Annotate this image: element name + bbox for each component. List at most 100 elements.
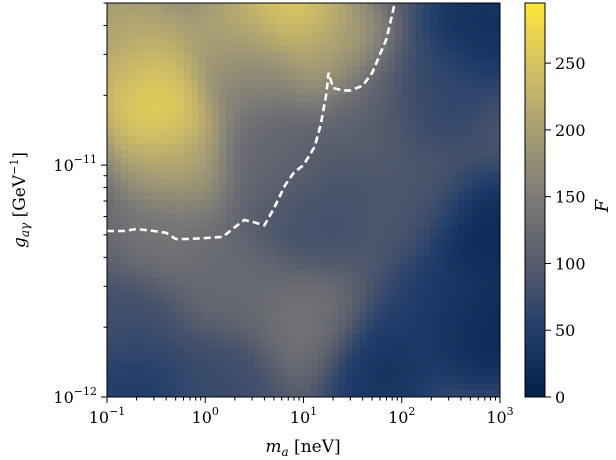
heatmap-cell: [457, 263, 466, 271]
heatmap-cell: [380, 228, 389, 236]
heatmap-cell: [156, 249, 164, 257]
heatmap-cell: [415, 45, 424, 53]
heatmap-cell: [415, 354, 424, 363]
heatmap-cell: [128, 171, 136, 180]
heatmap-cell: [156, 319, 164, 328]
heatmap-cell: [275, 389, 284, 397]
heatmap-cell: [240, 200, 248, 208]
heatmap-cell: [408, 249, 417, 257]
heatmap-cell: [107, 157, 115, 166]
heatmap-cell: [408, 87, 417, 96]
heatmap-cell: [121, 3, 129, 11]
heatmap-cell: [492, 38, 500, 46]
heatmap-cell: [184, 3, 192, 11]
heatmap-cell: [415, 382, 424, 391]
heatmap-cell: [450, 354, 459, 363]
heatmap-cell: [268, 228, 277, 236]
heatmap-cell: [289, 178, 298, 187]
heatmap-cell: [107, 368, 115, 377]
heatmap-cell: [485, 66, 494, 74]
heatmap-cell: [457, 347, 466, 356]
heatmap-cell: [296, 66, 305, 74]
heatmap-cell: [107, 52, 115, 60]
heatmap-cell: [338, 298, 347, 307]
heatmap-cell: [163, 73, 171, 81]
heatmap-cell: [338, 108, 347, 117]
heatmap-cell: [485, 143, 494, 152]
heatmap-cell: [114, 178, 122, 187]
heatmap-cell: [464, 277, 473, 286]
heatmap-cell: [296, 326, 305, 335]
heatmap-cell: [324, 263, 333, 271]
heatmap-cell: [212, 305, 220, 314]
heatmap-cell: [142, 129, 150, 138]
heatmap-cell: [282, 129, 291, 138]
heatmap-cell: [135, 52, 143, 60]
heatmap-cell: [156, 298, 164, 307]
heatmap-cell: [212, 200, 220, 208]
heatmap-cell: [121, 192, 129, 201]
heatmap-cell: [142, 249, 150, 257]
heatmap-cell: [240, 38, 248, 46]
heatmap-cell: [436, 143, 445, 152]
heatmap-cell: [345, 319, 354, 328]
heatmap-cell: [247, 319, 255, 328]
heatmap-cell: [275, 263, 284, 271]
heatmap-cell: [149, 94, 157, 103]
heatmap-cell: [492, 221, 500, 229]
heatmap-cell: [275, 235, 284, 243]
heatmap-cell: [114, 94, 122, 103]
heatmap-cell: [471, 277, 480, 286]
heatmap-cell: [184, 94, 192, 103]
heatmap-cell: [191, 354, 199, 363]
heatmap-cell: [317, 361, 326, 370]
heatmap-cell: [296, 242, 305, 250]
heatmap-cell: [212, 333, 220, 342]
heatmap-cell: [275, 24, 284, 32]
heatmap-cell: [254, 347, 262, 356]
heatmap-cell: [135, 200, 143, 208]
heatmap-cell: [170, 143, 178, 152]
heatmap-cell: [219, 214, 227, 222]
heatmap-cell: [282, 256, 291, 264]
heatmap-cell: [387, 164, 396, 173]
heatmap-cell: [387, 347, 396, 356]
heatmap-cell: [240, 150, 248, 159]
heatmap-cell: [457, 256, 466, 264]
heatmap-cell: [415, 305, 424, 314]
heatmap-cell: [233, 214, 241, 222]
heatmap-cell: [184, 277, 192, 286]
heatmap-cell: [135, 312, 143, 321]
heatmap-cell: [394, 59, 403, 67]
heatmap-cell: [121, 80, 129, 89]
heatmap-cell: [436, 354, 445, 363]
heatmap-cell: [107, 277, 115, 286]
heatmap-cell: [492, 94, 500, 103]
heatmap-cell: [233, 38, 241, 46]
heatmap-cell: [415, 312, 424, 321]
heatmap-cell: [282, 361, 291, 370]
heatmap-cell: [135, 143, 143, 152]
heatmap-cell: [408, 354, 417, 363]
heatmap-cell: [275, 101, 284, 110]
heatmap-cell: [366, 256, 375, 264]
heatmap-cell: [408, 382, 417, 391]
heatmap-cell: [296, 221, 305, 229]
heatmap-cell: [163, 164, 171, 173]
heatmap-cell: [408, 171, 417, 180]
heatmap-cell: [247, 129, 255, 138]
heatmap-cell: [422, 115, 431, 124]
heatmap-cell: [359, 87, 368, 96]
heatmap-cell: [163, 24, 171, 32]
heatmap-cell: [142, 52, 150, 60]
heatmap-cell: [296, 249, 305, 257]
heatmap-cell: [261, 291, 270, 300]
heatmap-cell: [184, 73, 192, 81]
heatmap-cell: [135, 375, 143, 384]
heatmap-cell: [107, 333, 115, 342]
heatmap-cell: [359, 52, 368, 60]
heatmap-cell: [331, 192, 340, 201]
heatmap-cell: [457, 157, 466, 166]
heatmap-cell: [450, 291, 459, 300]
heatmap-cell: [198, 59, 206, 67]
